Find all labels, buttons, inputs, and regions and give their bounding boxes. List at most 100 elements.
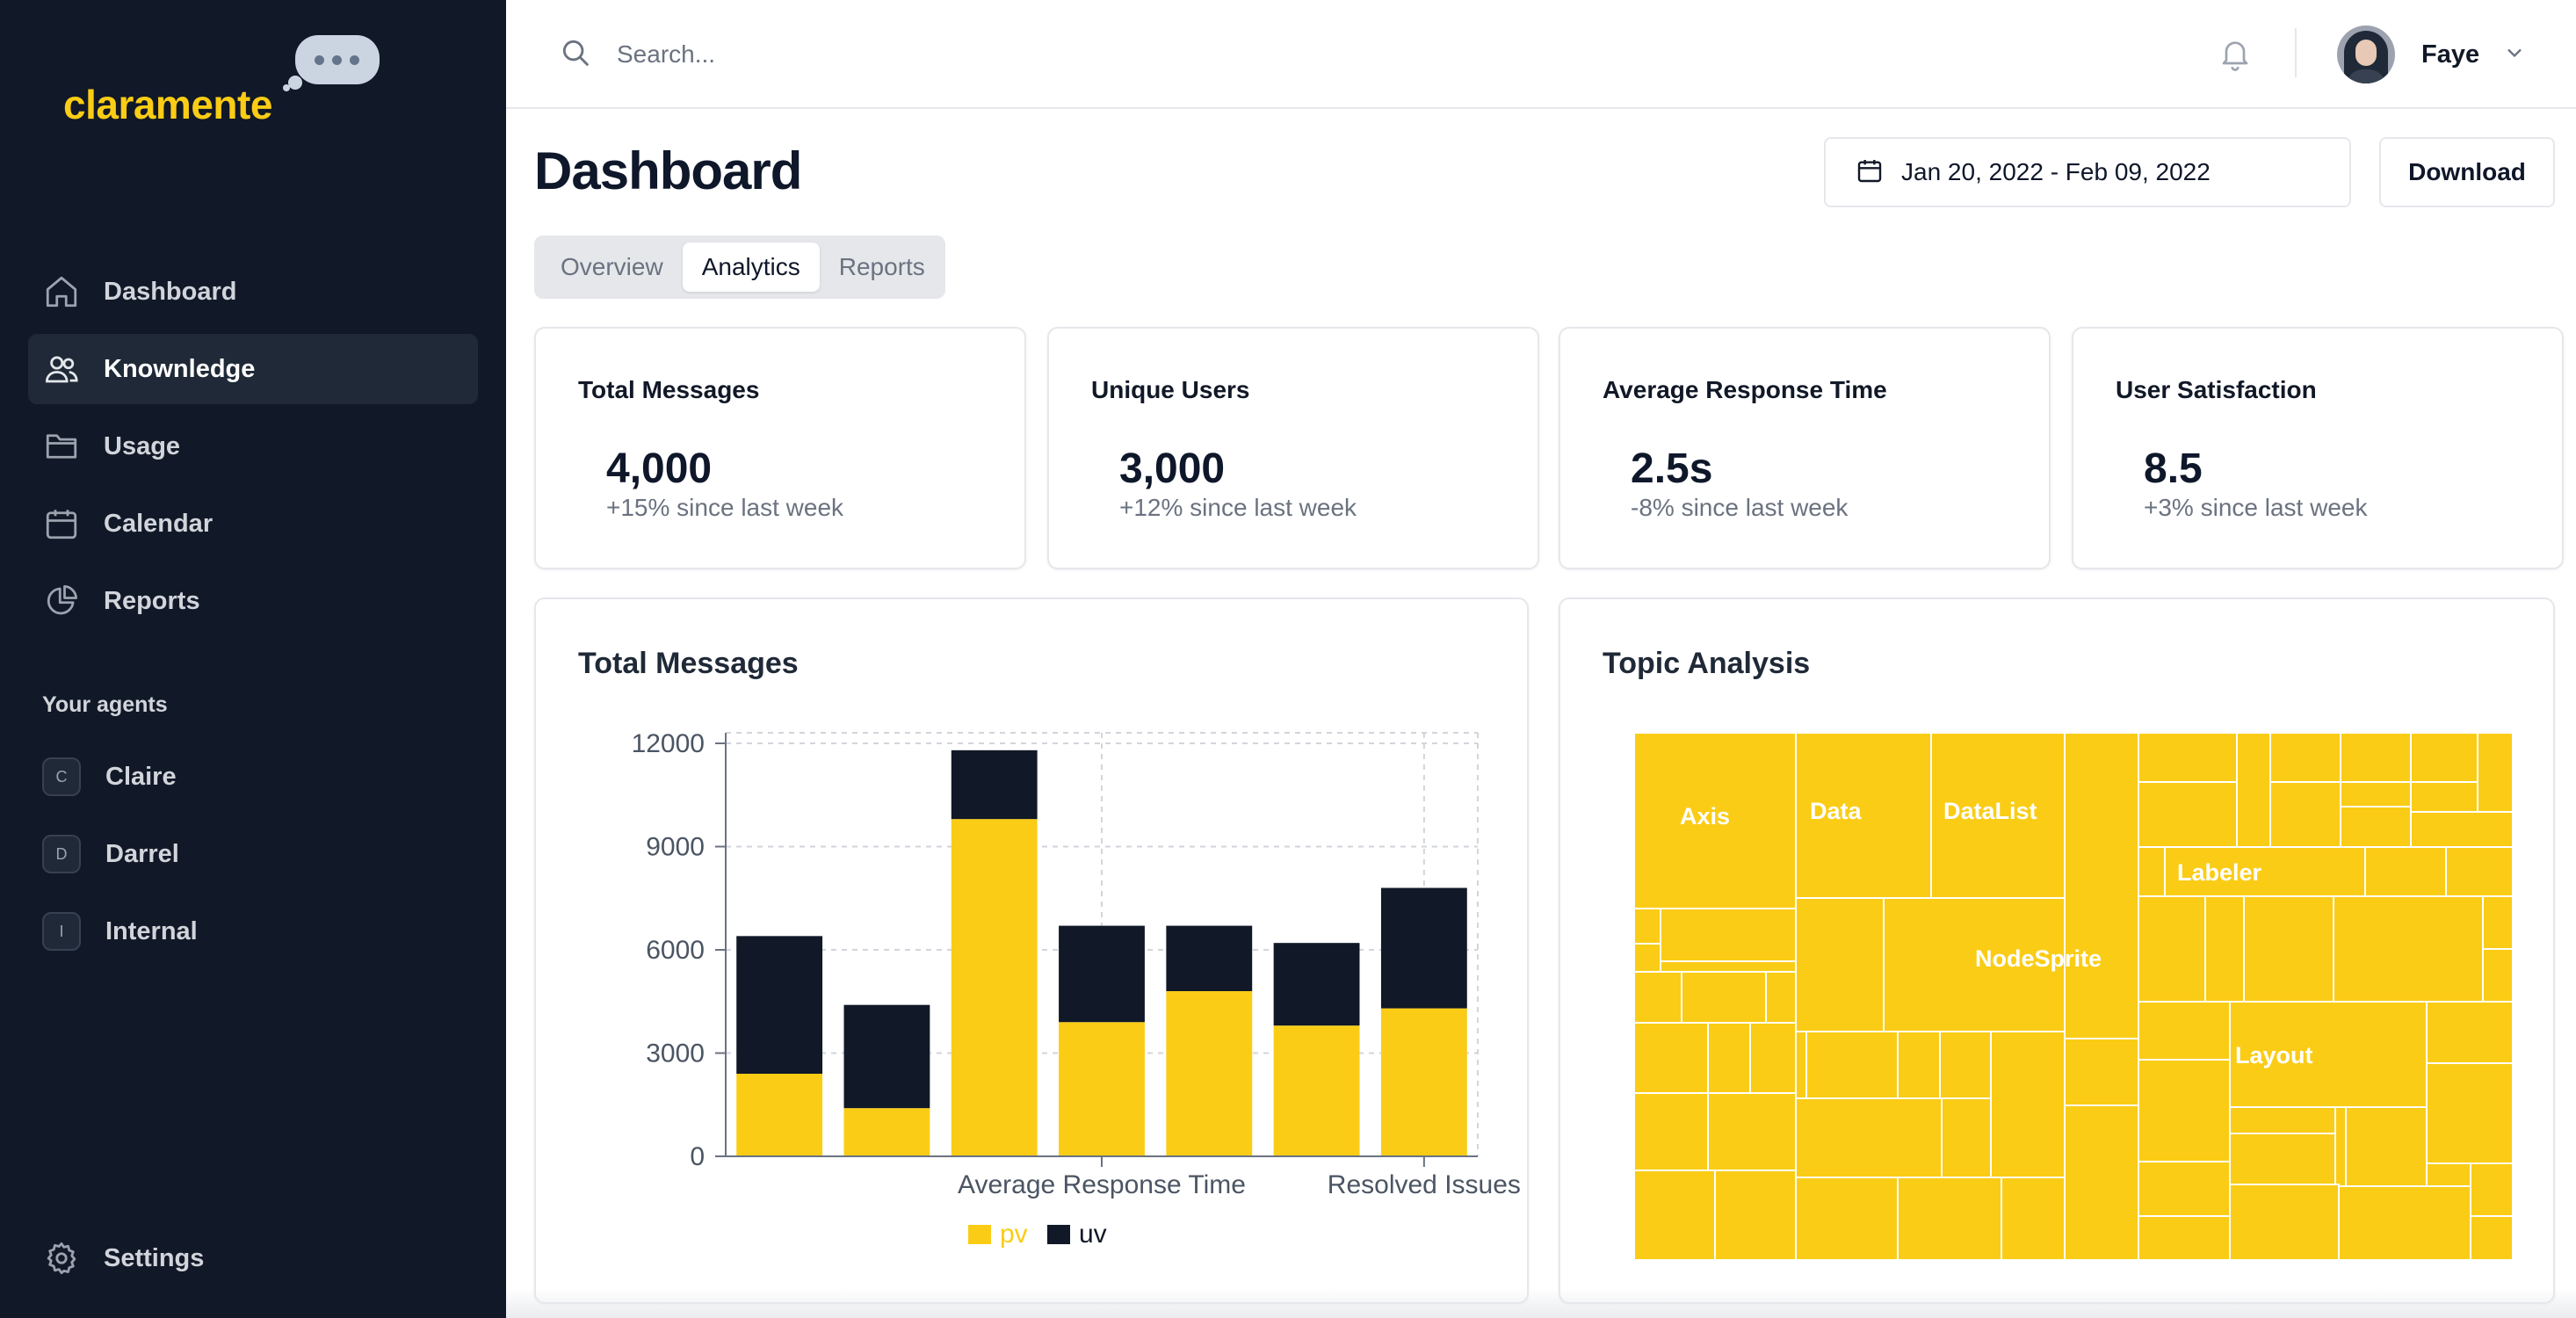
- treemap-cell[interactable]: [1897, 1031, 1941, 1099]
- treemap-cell[interactable]: [1707, 1092, 1797, 1171]
- bar-uv[interactable]: [1273, 943, 1360, 1026]
- treemap-cell[interactable]: [1633, 1170, 1716, 1261]
- sidebar-item-usage[interactable]: Usage: [28, 411, 478, 482]
- sidebar-item-knownledge[interactable]: Knownledge: [28, 334, 478, 404]
- treemap-cell[interactable]: [1805, 1031, 1899, 1099]
- download-button[interactable]: Download: [2379, 137, 2555, 207]
- treemap-cell[interactable]: [2064, 732, 2139, 1039]
- treemap-cell[interactable]: [2340, 732, 2412, 783]
- date-range-picker[interactable]: Jan 20, 2022 - Feb 09, 2022: [1824, 137, 2351, 207]
- treemap-cell[interactable]: [2477, 732, 2514, 813]
- treemap-cell[interactable]: [2001, 1177, 2066, 1261]
- treemap-cell[interactable]: [2482, 895, 2514, 950]
- sidebar-item-dashboard[interactable]: Dashboard: [28, 257, 478, 327]
- treemap-cell[interactable]: [2410, 732, 2478, 783]
- treemap-cell[interactable]: [1633, 1092, 1709, 1171]
- tab-analytics[interactable]: Analytics: [682, 243, 820, 292]
- treemap-cell[interactable]: [1939, 1031, 1992, 1099]
- bar-uv[interactable]: [1380, 887, 1467, 1009]
- treemap-cell[interactable]: [2426, 1062, 2514, 1164]
- bar-pv[interactable]: [1273, 1025, 1360, 1156]
- user-menu[interactable]: Faye: [2337, 23, 2527, 86]
- treemap-cell[interactable]: [2445, 846, 2514, 897]
- treemap-cell[interactable]: [2138, 895, 2206, 1003]
- tab-reports[interactable]: Reports: [838, 253, 925, 280]
- bar-uv[interactable]: [1059, 925, 1145, 1023]
- treemap-cell[interactable]: [2138, 732, 2238, 783]
- agent-label: Claire: [105, 762, 177, 791]
- sidebar-item-calendar[interactable]: Calendar: [28, 489, 478, 559]
- treemap-cell[interactable]: [1681, 971, 1767, 1024]
- treemap-cell[interactable]: [2470, 1162, 2514, 1217]
- agent-item-darrel[interactable]: D Darrel: [28, 819, 478, 889]
- treemap-cell[interactable]: [1633, 732, 1797, 909]
- treemap-cell[interactable]: [2229, 1106, 2336, 1134]
- treemap-cell[interactable]: [1941, 1097, 1992, 1178]
- treemap-cell[interactable]: [2426, 1001, 2514, 1064]
- treemap-cell[interactable]: [2364, 846, 2447, 897]
- treemap-cell[interactable]: [2138, 781, 2238, 848]
- treemap-cell[interactable]: [1795, 1177, 1899, 1261]
- treemap-cell[interactable]: [2334, 1106, 2347, 1187]
- treemap-cell[interactable]: [1930, 732, 2066, 899]
- treemap-cell[interactable]: [1795, 1097, 1943, 1178]
- stat-card-user-satisfaction: User Satisfaction 8.5 +3% since last wee…: [2072, 327, 2564, 569]
- agent-label: Darrel: [105, 839, 179, 868]
- treemap-cell[interactable]: [1660, 908, 1797, 962]
- treemap-cell[interactable]: [1714, 1170, 1797, 1261]
- treemap-cell[interactable]: [2333, 895, 2484, 1003]
- tab-overview[interactable]: Overview: [561, 253, 663, 280]
- treemap-cell[interactable]: [2338, 1185, 2471, 1261]
- agent-item-internal[interactable]: I Internal: [28, 896, 478, 967]
- treemap-cell[interactable]: [2138, 1215, 2231, 1261]
- treemap-cell[interactable]: [2229, 1184, 2340, 1261]
- treemap-cell[interactable]: [2164, 846, 2366, 897]
- treemap-cell[interactable]: [2243, 895, 2334, 1003]
- treemap-cell[interactable]: [1633, 943, 1661, 973]
- treemap-cell[interactable]: [2138, 1059, 2231, 1162]
- treemap-cell[interactable]: [1749, 1022, 1797, 1094]
- treemap-cell[interactable]: [2229, 1133, 2336, 1185]
- treemap-cell[interactable]: [2470, 1215, 2514, 1261]
- treemap-cell[interactable]: [1633, 1022, 1709, 1094]
- treemap-cell[interactable]: [2340, 781, 2412, 807]
- treemap-cell[interactable]: [2345, 1106, 2428, 1187]
- bar-pv[interactable]: [1380, 1008, 1467, 1156]
- treemap-cell[interactable]: [2410, 811, 2514, 848]
- treemap-cell[interactable]: [1795, 1031, 1807, 1099]
- treemap-cell[interactable]: [1990, 1031, 2066, 1178]
- treemap-cell[interactable]: [2269, 732, 2341, 783]
- treemap-cell[interactable]: [2204, 895, 2245, 1003]
- bar-uv[interactable]: [736, 936, 823, 1074]
- bar-pv[interactable]: [736, 1074, 823, 1156]
- treemap-cell[interactable]: [1795, 897, 1885, 1032]
- treemap-cell[interactable]: [2236, 732, 2271, 848]
- treemap-cell[interactable]: [2482, 948, 2514, 1003]
- treemap-cell[interactable]: [1707, 1022, 1751, 1094]
- brand-logo[interactable]: claramente: [63, 82, 272, 127]
- bar-pv[interactable]: [1059, 1022, 1145, 1156]
- bar-pv[interactable]: [951, 819, 1038, 1156]
- treemap-cell[interactable]: [2064, 1104, 2139, 1261]
- treemap-cell[interactable]: [2410, 781, 2478, 813]
- treemap-cell[interactable]: [2340, 806, 2412, 848]
- treemap-cell[interactable]: [2269, 781, 2341, 848]
- sidebar-item-settings[interactable]: Settings: [28, 1223, 478, 1293]
- sidebar-item-reports[interactable]: Reports: [28, 566, 478, 636]
- bell-icon[interactable]: [2212, 32, 2258, 77]
- bar-uv[interactable]: [951, 750, 1038, 820]
- treemap-cell[interactable]: [2138, 1161, 2231, 1217]
- bar-pv[interactable]: [1166, 991, 1253, 1156]
- treemap-cell[interactable]: [1765, 971, 1797, 1024]
- search-input[interactable]: [617, 40, 1144, 69]
- treemap-cell[interactable]: [2064, 1038, 2139, 1106]
- bar-uv[interactable]: [1166, 925, 1253, 991]
- treemap-cell[interactable]: [1897, 1177, 2002, 1261]
- bar-pv[interactable]: [843, 1108, 930, 1156]
- treemap-cell[interactable]: [2138, 846, 2166, 897]
- agent-item-claire[interactable]: C Claire: [28, 742, 478, 812]
- treemap-cell[interactable]: [1633, 971, 1682, 1024]
- bar-uv[interactable]: [843, 1004, 930, 1109]
- treemap-cell[interactable]: [1633, 908, 1661, 945]
- treemap-cell[interactable]: [2138, 1001, 2231, 1061]
